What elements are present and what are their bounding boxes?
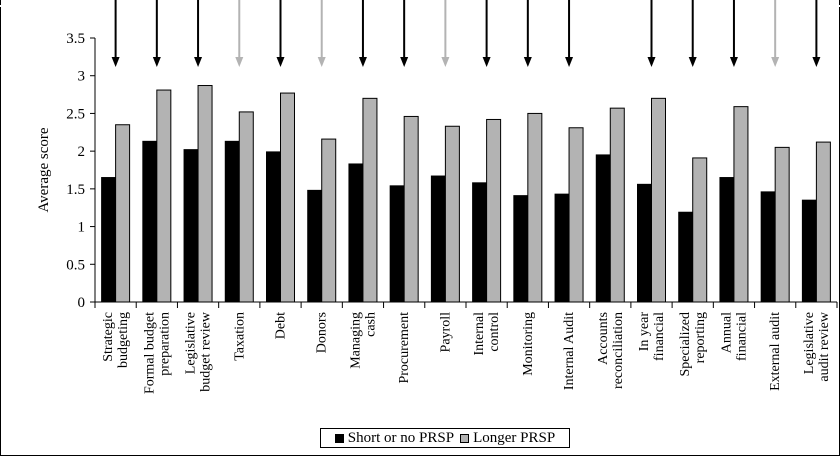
bar-longer-14 [692,157,708,303]
x-tick-label: Accountsreconciliation [596,312,626,389]
y-axis-title: Average score [36,127,52,212]
x-tick-label: Strategicbudgeting [101,312,131,368]
bar-short-6 [348,163,364,303]
arrow-head-0 [111,57,120,67]
arrow-head-8 [441,57,450,67]
x-tick-label: Legislativeaudit review [802,311,832,381]
arrow-head-7 [400,57,409,67]
legend-item-series-2: Longer PRSP [460,430,555,447]
arrow-head-14 [688,57,697,67]
legend: Short or no PRSP Longer PRSP [320,428,570,448]
bar-longer-2 [197,85,213,303]
bar-short-0 [101,177,117,303]
bar-short-7 [389,185,405,303]
bar-longer-0 [115,124,131,303]
y-tick-label: 3.5 [66,31,85,47]
x-tick-label: Managingcash [348,312,378,369]
x-tick-label: Legislativebudget review [184,311,214,392]
x-tick-label: External audit [768,312,783,391]
x-tick-label: Procurement [397,312,412,384]
legend-swatch-series-1 [334,433,344,443]
x-tick-label: Internal Audit [562,312,577,390]
bar-short-14 [678,211,694,303]
y-tick-label: 1.5 [66,182,85,198]
bar-short-5 [307,189,323,303]
bar-longer-6 [362,97,378,303]
bar-longer-15 [733,106,749,303]
bar-longer-11 [568,127,584,303]
bar-longer-5 [321,138,337,303]
y-tick-label: 2.5 [66,106,85,122]
arrow-head-5 [317,57,326,67]
bar-longer-16 [774,146,790,303]
y-tick-label: 3 [78,69,86,85]
y-tick-label: 0 [78,295,86,311]
top-cropped-text [0,0,840,8]
bar-short-2 [183,149,199,303]
bar-longer-13 [651,97,666,303]
bar-short-11 [554,193,570,303]
arrow-head-1 [152,57,161,67]
y-tick-label: 0.5 [66,257,85,273]
x-tick-label: Donors [315,312,330,353]
arrow-head-16 [771,57,780,67]
x-tick-label: Taxation [232,312,247,361]
arrow-head-6 [358,57,367,67]
bar-longer-8 [444,125,460,303]
y-tick-label: 2 [78,144,86,160]
bar-short-17 [801,199,817,303]
bar-short-1 [142,140,158,303]
bar-short-12 [595,154,611,303]
bar-chart: 0 0.5 1 1.5 2 2.5 3 3.5 Average score Strategicbu… [36,0,838,394]
bar-longer-7 [403,115,419,303]
legend-swatch-series-2 [460,433,470,443]
bar-longer-17 [815,141,831,303]
arrow-head-17 [812,57,821,67]
legend-label-series-2: Longer PRSP [473,429,556,446]
bar-short-16 [760,191,776,303]
arrow-head-15 [729,57,738,67]
bar-longer-3 [238,111,254,303]
legend-label-series-1: Short or no PRSP [347,429,455,446]
x-tick-label: Specializedreporting [678,312,708,377]
bar-short-8 [430,175,446,303]
bar-short-10 [513,195,529,303]
arrow-head-4 [276,57,285,67]
bar-longer-12 [609,107,625,303]
x-tick-label: Formal budgetpreparation [142,312,172,394]
bar-longer-1 [156,89,172,303]
bar-short-13 [637,183,652,303]
arrow-head-13 [647,57,656,67]
bar-short-3 [224,140,240,303]
arrow-head-10 [523,57,532,67]
x-tick-label: Payroll [438,312,453,353]
bar-short-9 [472,182,488,303]
legend-item-series-1: Short or no PRSP [334,429,455,447]
bar-longer-10 [527,112,543,303]
arrow-head-2 [194,57,203,67]
y-tick-label: 1 [78,220,86,236]
arrow-head-11 [565,57,574,67]
bar-short-15 [719,177,735,303]
arrow-head-9 [482,57,491,67]
x-tick-label: In yearfinancial [637,312,667,361]
bar-longer-4 [280,92,295,303]
bar-longer-9 [486,118,502,303]
x-tick-label: Annualfinancial [719,312,749,361]
x-tick-label: Internalcontrol [472,312,502,356]
arrow-head-3 [235,57,244,67]
bar-short-4 [266,151,281,303]
x-tick-label: Debt [274,312,289,339]
x-tick-label: Monitoring [521,312,536,376]
